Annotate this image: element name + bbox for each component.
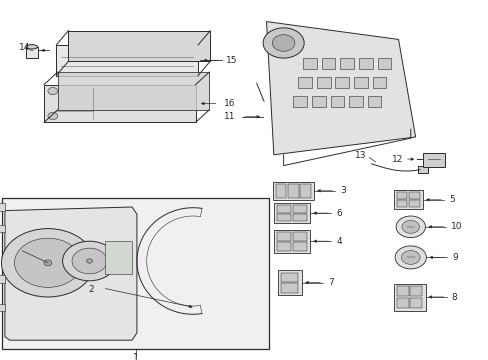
Text: 14: 14 — [19, 43, 30, 52]
Bar — [358, 58, 372, 69]
Bar — [292, 242, 306, 251]
Circle shape — [401, 220, 419, 233]
Bar — [340, 58, 353, 69]
Bar — [353, 77, 367, 88]
Bar — [273, 230, 309, 253]
Text: 8: 8 — [451, 292, 456, 302]
Bar — [316, 77, 330, 88]
Text: 12: 12 — [391, 154, 403, 163]
Bar — [276, 231, 290, 241]
Bar — [0, 275, 5, 283]
Polygon shape — [44, 85, 195, 122]
Text: 3: 3 — [340, 186, 345, 195]
Polygon shape — [105, 241, 132, 274]
Polygon shape — [56, 45, 198, 76]
Circle shape — [72, 248, 107, 274]
Bar — [293, 96, 306, 107]
Bar — [0, 304, 5, 311]
Bar — [409, 286, 422, 296]
Bar — [298, 77, 311, 88]
Circle shape — [62, 241, 116, 281]
Text: 2: 2 — [88, 285, 94, 294]
Polygon shape — [68, 31, 210, 61]
Circle shape — [15, 238, 81, 287]
Text: 16: 16 — [223, 99, 235, 108]
Text: 10: 10 — [450, 222, 462, 231]
Bar — [335, 77, 348, 88]
Bar — [311, 96, 325, 107]
Bar — [273, 203, 309, 223]
Circle shape — [263, 28, 304, 58]
Bar — [281, 283, 298, 293]
Bar — [292, 214, 306, 221]
Bar — [300, 184, 310, 198]
Bar — [281, 273, 298, 282]
Text: 13: 13 — [354, 151, 366, 160]
Circle shape — [48, 87, 58, 95]
Bar — [408, 201, 419, 207]
Bar — [292, 205, 306, 213]
Text: 15: 15 — [225, 56, 237, 65]
Circle shape — [272, 35, 294, 51]
Bar — [0, 203, 5, 211]
Bar — [330, 96, 344, 107]
Bar — [276, 205, 290, 213]
Bar — [303, 58, 316, 69]
Circle shape — [401, 251, 419, 264]
Polygon shape — [58, 72, 209, 110]
Bar — [396, 298, 408, 309]
Text: 6: 6 — [336, 209, 341, 217]
Bar — [423, 153, 444, 167]
Text: 7: 7 — [327, 278, 333, 287]
Bar — [408, 193, 419, 199]
Bar — [2, 198, 268, 349]
Bar — [275, 184, 286, 198]
Bar — [377, 58, 390, 69]
Circle shape — [395, 216, 425, 238]
Circle shape — [1, 229, 94, 297]
Bar — [277, 270, 302, 295]
Bar — [372, 77, 386, 88]
Bar — [396, 286, 408, 296]
Bar — [272, 182, 313, 200]
Bar — [396, 193, 407, 199]
Bar — [292, 231, 306, 241]
Bar — [417, 166, 427, 173]
Circle shape — [394, 246, 426, 269]
Bar — [26, 47, 38, 58]
Bar — [321, 58, 335, 69]
Bar — [348, 96, 362, 107]
Bar — [393, 284, 425, 310]
Circle shape — [48, 112, 58, 120]
Bar — [287, 184, 298, 198]
Ellipse shape — [26, 45, 38, 49]
Circle shape — [44, 260, 52, 266]
Circle shape — [86, 259, 92, 263]
Polygon shape — [5, 207, 137, 340]
Bar — [276, 242, 290, 251]
Polygon shape — [266, 22, 415, 155]
Bar — [367, 96, 381, 107]
Text: 11: 11 — [224, 112, 235, 121]
Bar — [0, 225, 5, 232]
Text: 1: 1 — [132, 353, 139, 360]
Text: 4: 4 — [336, 237, 341, 246]
Bar — [393, 190, 422, 209]
Bar — [409, 298, 422, 309]
Text: 5: 5 — [448, 195, 454, 204]
Text: 9: 9 — [451, 253, 457, 262]
Bar — [276, 214, 290, 221]
Bar — [396, 201, 407, 207]
